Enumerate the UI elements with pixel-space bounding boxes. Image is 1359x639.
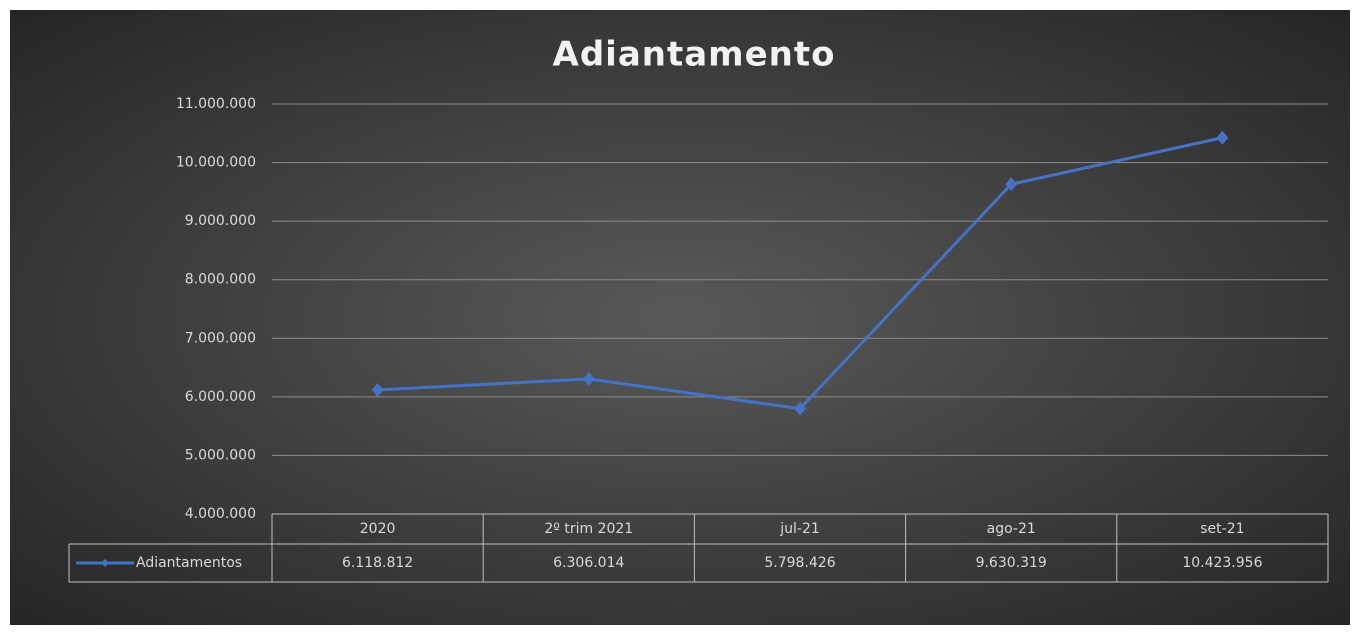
data-table-value: 6.306.014 [553,555,624,571]
x-tick-label: 2020 [360,521,396,537]
data-table-value: 10.423.956 [1182,555,1262,571]
data-point [794,401,806,416]
data-point [582,371,595,386]
y-tick-label: 8.000.000 [185,272,256,288]
chart-background [10,10,1350,625]
data-table-value: 5.798.426 [764,555,835,571]
data-table-value: 9.630.319 [976,555,1047,571]
data-point [371,382,384,397]
y-tick-label: 6.000.000 [185,389,256,405]
x-tick-label: ago-21 [987,521,1036,537]
x-tick-label: jul-21 [779,521,820,537]
y-tick-label: 5.000.000 [185,447,256,463]
x-tick-label: set-21 [1200,521,1244,537]
x-tick-label: 2º trim 2021 [544,521,633,537]
y-tick-label: 7.000.000 [185,330,256,346]
data-point [1005,177,1018,192]
y-tick-label: 4.000.000 [185,506,256,522]
data-table-value: 6.118.812 [342,555,413,571]
chart-title: Adiantamento [553,35,836,75]
data-point [1216,130,1229,145]
y-tick-label: 9.000.000 [185,213,256,229]
y-tick-label: 11.000.000 [176,96,256,112]
legend-label: Adiantamentos [136,555,242,571]
legend-marker [101,559,109,567]
y-tick-label: 10.000.000 [176,155,256,171]
